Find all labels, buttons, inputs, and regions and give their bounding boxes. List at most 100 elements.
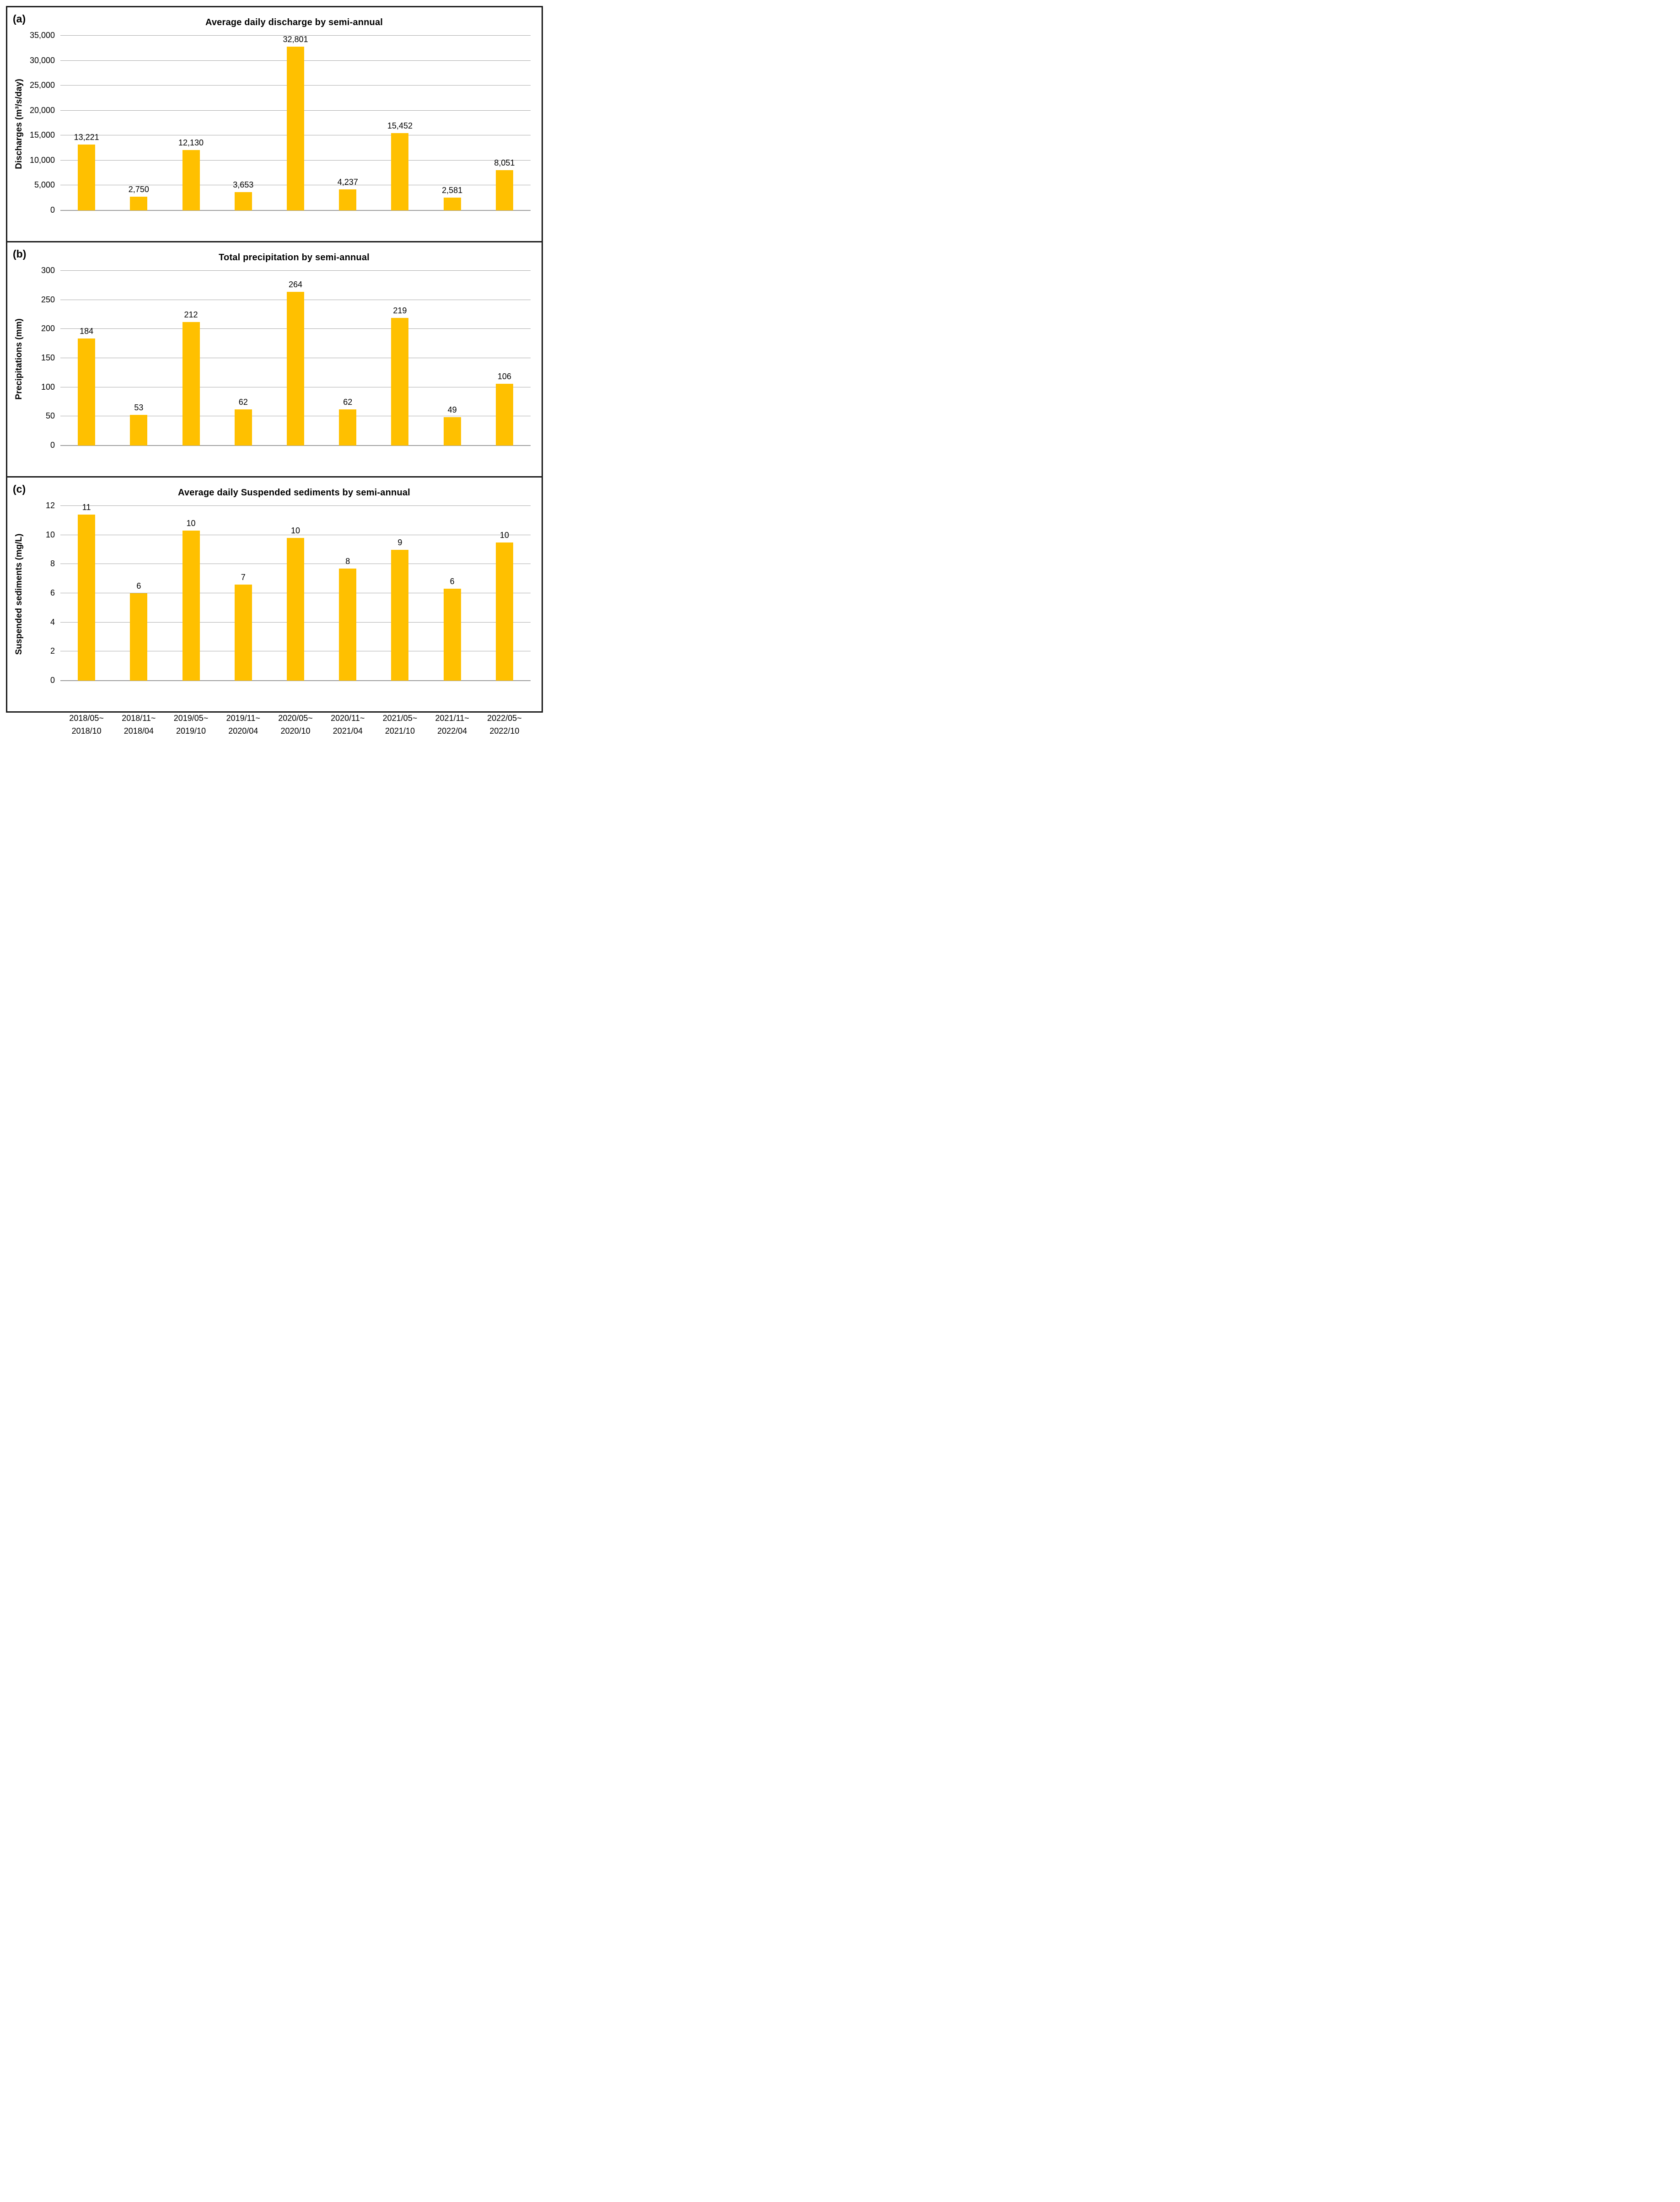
panel-letter-a: (a) [13, 13, 26, 25]
panel-letter-b: (b) [13, 248, 27, 260]
x-tick-label: 2018/11~ 2018/04 [122, 714, 156, 736]
x-axis-line [60, 445, 531, 446]
bar-value-label: 4,237 [337, 177, 358, 187]
x-tick-label: 2019/11~ 2020/04 [226, 714, 260, 736]
bar-value-label: 7 [241, 572, 246, 582]
bar [443, 197, 461, 210]
plot-area-sediments: 0 2 4 6 8 10 12 11 2018/05~ 2018/10 6 2018/11~ 201… [46, 501, 531, 736]
bar [339, 189, 357, 210]
bar-value-label: 2,581 [442, 185, 463, 195]
bar-value-label: 62 [238, 397, 248, 407]
y-tick-label: 10 [45, 530, 55, 539]
bar-value-label: 212 [184, 310, 198, 320]
x-tick-label: 2021/11~ 2022/04 [435, 714, 469, 736]
panel-c-sediments-chart: (c) Average daily Suspended sediments by… [7, 478, 542, 736]
bar-value-label: 49 [447, 405, 457, 414]
plot-area-precipitation: 0501001502002503001842018/05~ 2018/10532… [41, 266, 531, 500]
y-tick-label: 20,000 [29, 105, 55, 115]
x-tick-label: 2020/11~ 2021/04 [331, 714, 365, 736]
bar [234, 192, 252, 210]
bar-value-label: 53 [134, 403, 144, 412]
bar [78, 144, 96, 210]
bar [339, 409, 357, 446]
panel-b-precipitation-chart: (b) Total precipitation by semi-annual P… [7, 242, 542, 500]
y-tick-label: 30,000 [29, 55, 55, 65]
bar-value-label: 62 [343, 397, 353, 407]
bar-value-label: 6 [450, 577, 455, 586]
bar [130, 593, 148, 681]
plot-area-discharge: 0 5,000 10,000 15,000 20,000 25,000 30,000 35,0… [30, 31, 531, 265]
y-tick-label: 0 [50, 676, 55, 685]
gridline [60, 505, 531, 506]
bar [287, 538, 304, 681]
y-tick-label: 10,000 [29, 155, 55, 165]
y-tick-label: 200 [41, 324, 55, 333]
bar [495, 542, 513, 681]
chart-title-precipitation: Total precipitation by semi-annual [219, 252, 370, 263]
x-tick-label: 2019/05~ 2019/10 [173, 714, 209, 736]
y-tick-label: 50 [45, 411, 55, 421]
bar-value-label: 9 [397, 537, 403, 547]
bar-value-label: 264 [288, 279, 303, 289]
bar-value-label: 8,051 [494, 158, 515, 168]
bar-value-label: 10 [499, 530, 509, 540]
bar [182, 150, 200, 210]
bar-value-label: 15,452 [387, 121, 413, 131]
bar [391, 549, 409, 681]
figure-three-panel-bar-charts: (a) Average daily discharge by semi-annu… [6, 6, 543, 736]
chart-title-discharge: Average daily discharge by semi-annual [205, 17, 383, 27]
y-tick-label: 300 [41, 266, 55, 275]
x-tick-label: 2018/05~ 2018/10 [69, 714, 104, 736]
bar-value-label: 106 [497, 372, 511, 381]
y-tick-label: 6 [50, 588, 55, 597]
bar [495, 384, 513, 446]
bar-value-label: 8 [345, 556, 350, 566]
bar [182, 322, 200, 446]
bar-value-label: 10 [186, 519, 196, 528]
bar-value-label: 13,221 [74, 132, 99, 142]
bar [443, 589, 461, 681]
y-tick-label: 0 [50, 205, 55, 215]
y-tick-label: 5,000 [34, 180, 55, 190]
bar-value-label: 10 [290, 526, 301, 536]
y-tick-label: 25,000 [29, 81, 55, 90]
y-tick-label: 4 [50, 617, 55, 627]
gridline [60, 270, 531, 271]
bar [391, 318, 409, 446]
bar-value-label: 12,130 [178, 138, 204, 147]
bar-value-label: 32,801 [283, 35, 308, 44]
bar [78, 515, 96, 681]
bar [182, 531, 200, 681]
x-tick-label: 2022/05~ 2022/10 [487, 714, 522, 736]
bar [234, 409, 252, 446]
bar [287, 291, 304, 446]
bar [443, 417, 461, 446]
bar-value-label: 11 [82, 503, 91, 512]
y-axis-title-discharge: Discharges (m³/s/day) [14, 79, 24, 169]
bar [130, 197, 148, 210]
gridline [60, 35, 531, 36]
panel-letter-c: (c) [13, 483, 26, 495]
bar [78, 338, 96, 446]
bar [130, 414, 148, 446]
y-tick-label: 0 [50, 440, 55, 450]
y-tick-label: 35,000 [29, 31, 55, 40]
bar-value-label: 6 [136, 581, 141, 591]
y-tick-label: 15,000 [29, 130, 55, 140]
bar [339, 568, 357, 681]
x-tick-label: 2020/05~ 2020/10 [278, 714, 313, 736]
y-tick-label: 2 [50, 646, 55, 656]
bar [391, 133, 409, 210]
x-axis-line [60, 680, 531, 681]
x-tick-label: 2021/05~ 2021/10 [382, 714, 418, 736]
bar-value-label: 219 [393, 306, 407, 316]
bar [234, 584, 252, 681]
y-tick-label: 150 [41, 353, 55, 362]
y-tick-label: 8 [50, 559, 55, 569]
panel-a-discharge-chart: (a) Average daily discharge by semi-annu… [7, 7, 542, 265]
x-axis-line [60, 210, 531, 211]
y-tick-label: 250 [41, 295, 55, 304]
bar [495, 170, 513, 210]
y-tick-label: 100 [41, 382, 55, 392]
chart-title-sediments: Average daily Suspended sediments by sem… [178, 488, 410, 498]
